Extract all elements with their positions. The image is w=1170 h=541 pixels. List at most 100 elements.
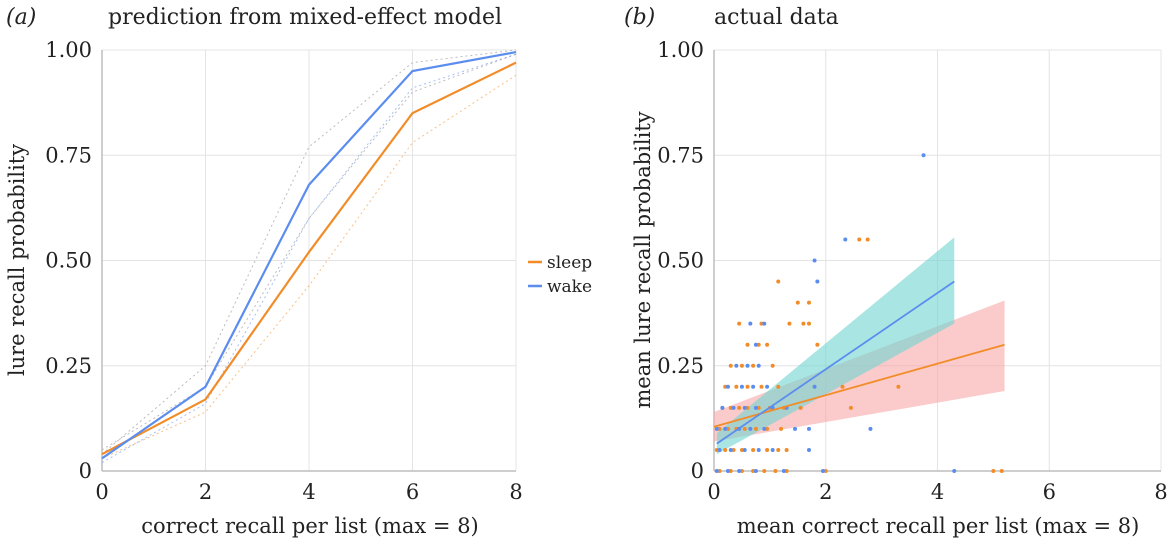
panel-a-marks bbox=[101, 49, 517, 464]
sleep-data-point bbox=[751, 447, 756, 452]
panel-b-label: (b) bbox=[624, 5, 655, 30]
wake-data-point bbox=[728, 447, 733, 452]
wake-data-point bbox=[843, 237, 848, 242]
wake-data-point bbox=[812, 258, 817, 263]
wake-data-point bbox=[770, 447, 775, 452]
wake-data-point bbox=[765, 384, 770, 389]
wake-data-point bbox=[812, 384, 817, 389]
wake-data-point bbox=[781, 469, 786, 473]
sleep-data-point bbox=[737, 405, 742, 410]
sleep-data-point bbox=[723, 384, 728, 389]
sleep-data-point bbox=[756, 342, 761, 347]
sleep-data-point bbox=[751, 469, 756, 473]
panel-b-title: actual data bbox=[714, 5, 839, 30]
legend: sleep wake bbox=[528, 253, 592, 297]
wake-confidence-band bbox=[716, 237, 955, 455]
wake-data-point bbox=[748, 321, 753, 326]
panel-b-x-axis-label: mean correct recall per list (max = 8) bbox=[737, 514, 1140, 538]
sleep-data-point bbox=[896, 384, 901, 389]
panel-b-x-tick-label: 0 bbox=[707, 480, 720, 504]
panel-a-label: (a) bbox=[6, 5, 36, 30]
wake-data-point bbox=[806, 447, 811, 452]
panel-b-y-tick-label: 1.00 bbox=[657, 38, 704, 62]
sleep-data-point bbox=[723, 447, 728, 452]
wake-data-point bbox=[714, 426, 719, 431]
panel-b-x-tick-label: 8 bbox=[1154, 480, 1167, 504]
wake-data-point bbox=[748, 426, 753, 431]
wake-data-point bbox=[762, 426, 767, 431]
wake-data-point bbox=[737, 469, 742, 473]
panel-b-y-tick-label: 0 bbox=[691, 459, 704, 483]
wake-data-point bbox=[717, 447, 722, 452]
panel-a-grid bbox=[101, 49, 517, 472]
wake-regression-line bbox=[716, 280, 955, 445]
panel-a-x-tick-label: 4 bbox=[302, 480, 315, 504]
sleep-ci-upper-line bbox=[101, 53, 517, 451]
wake-data-point bbox=[753, 469, 758, 473]
sleep-data-point bbox=[717, 426, 722, 431]
wake-data-point bbox=[756, 447, 761, 452]
sleep-data-point bbox=[753, 426, 758, 431]
wake-data-point bbox=[793, 426, 798, 431]
sleep-data-point bbox=[728, 469, 733, 473]
wake-data-point bbox=[921, 153, 926, 158]
sleep-data-point bbox=[787, 321, 792, 326]
wake-data-point bbox=[751, 384, 756, 389]
panel-a-x-tick-label: 2 bbox=[199, 480, 212, 504]
wake-data-point bbox=[720, 405, 725, 410]
sleep-data-point bbox=[714, 447, 719, 452]
wake-data-point bbox=[739, 384, 744, 389]
sleep-data-point bbox=[745, 384, 750, 389]
sleep-prediction-line bbox=[101, 61, 517, 456]
wake-data-point bbox=[731, 405, 736, 410]
legend-wake-label: wake bbox=[547, 277, 592, 297]
sleep-data-point bbox=[762, 469, 767, 473]
sleep-data-point bbox=[823, 469, 828, 473]
wake-data-point bbox=[742, 405, 747, 410]
wake-data-point bbox=[868, 426, 873, 431]
panel-a-ticks: 0 2 4 6 8 0 0.25 0.50 0.75 1.00 bbox=[45, 38, 522, 504]
sleep-data-point bbox=[745, 342, 750, 347]
panel-a-x-tick-label: 8 bbox=[509, 480, 522, 504]
sleep-data-point bbox=[759, 321, 764, 326]
sleep-data-point bbox=[728, 405, 733, 410]
panel-b-ticks: 0 2 4 6 8 0 0.25 0.50 0.75 1.00 bbox=[657, 38, 1167, 504]
sleep-data-point bbox=[742, 426, 747, 431]
sleep-data-point bbox=[776, 447, 781, 452]
panel-a-y-tick-label: 0.50 bbox=[45, 249, 92, 273]
panel-a-x-tick-label: 0 bbox=[95, 480, 108, 504]
sleep-data-point bbox=[739, 363, 744, 368]
sleep-data-point bbox=[734, 384, 739, 389]
panel-b-y-axis-label: mean lure recall probability bbox=[631, 111, 655, 408]
wake-ci-lower-line bbox=[101, 53, 517, 464]
wake-data-point bbox=[820, 469, 825, 473]
wake-ci-upper-line bbox=[101, 49, 517, 455]
wake-data-point bbox=[742, 447, 747, 452]
wake-prediction-line bbox=[101, 51, 517, 460]
sleep-data-point bbox=[725, 426, 730, 431]
wake-data-point bbox=[756, 363, 761, 368]
panel-a-x-tick-label: 6 bbox=[406, 480, 419, 504]
wake-data-point bbox=[723, 426, 728, 431]
sleep-data-point bbox=[776, 279, 781, 284]
sleep-data-point bbox=[848, 405, 853, 410]
panel-a-y-axis-label: lure recall probability bbox=[5, 144, 29, 376]
sleep-data-point bbox=[756, 405, 761, 410]
sleep-data-point bbox=[745, 405, 750, 410]
sleep-data-point bbox=[759, 384, 764, 389]
sleep-ci-lower-line bbox=[101, 74, 517, 459]
panel-a-axes bbox=[101, 50, 516, 472]
sleep-data-point bbox=[784, 447, 789, 452]
sleep-data-point bbox=[717, 469, 722, 473]
panel-b-y-tick-label: 0.75 bbox=[657, 143, 704, 167]
panel-a-y-tick-label: 0.25 bbox=[45, 354, 92, 378]
sleep-data-point bbox=[737, 321, 742, 326]
wake-data-point bbox=[806, 426, 811, 431]
sleep-data-point bbox=[815, 342, 820, 347]
panel-a-y-tick-label: 1.00 bbox=[45, 38, 92, 62]
sleep-data-point bbox=[795, 300, 800, 305]
sleep-data-point bbox=[765, 342, 770, 347]
sleep-data-point bbox=[773, 469, 778, 473]
panel-b-y-tick-label: 0.50 bbox=[657, 249, 704, 273]
